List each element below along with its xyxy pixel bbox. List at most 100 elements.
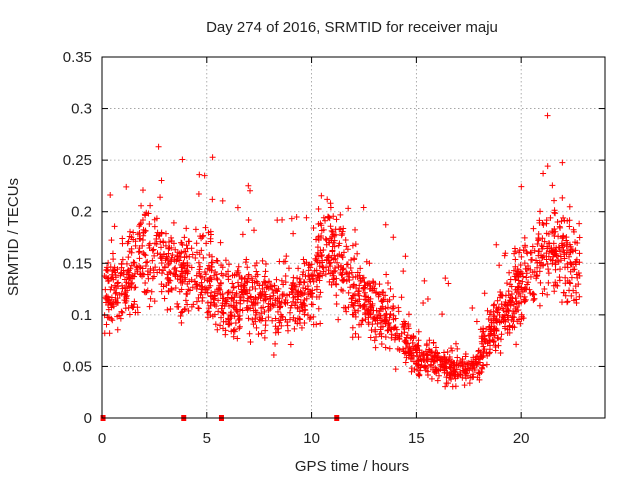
data-point (195, 305, 202, 312)
data-point (111, 264, 118, 271)
data-point (384, 327, 391, 334)
data-point (559, 234, 566, 241)
data-point (356, 282, 363, 289)
data-point (225, 273, 232, 280)
data-point (302, 307, 309, 314)
data-point (475, 348, 482, 355)
data-point (523, 248, 530, 255)
data-point (245, 272, 252, 279)
data-point (207, 274, 214, 281)
data-point (238, 282, 245, 289)
data-point (248, 298, 255, 305)
data-point (183, 253, 190, 260)
data-point (263, 284, 270, 291)
data-point (177, 276, 184, 283)
data-point (115, 279, 122, 286)
data-point (230, 283, 237, 290)
data-point (445, 280, 452, 287)
data-point (518, 253, 525, 260)
data-point (168, 286, 175, 293)
data-point (433, 366, 440, 373)
data-point (530, 225, 537, 232)
data-point (217, 322, 224, 329)
data-point (325, 214, 332, 221)
data-point (439, 311, 446, 318)
data-point (245, 216, 252, 223)
data-point (275, 317, 282, 324)
data-point (289, 285, 296, 292)
data-point (244, 304, 251, 311)
data-point (116, 312, 123, 319)
data-point (234, 204, 241, 211)
plot-frame (101, 56, 606, 419)
data-point (198, 247, 205, 254)
data-point (575, 269, 582, 276)
data-point (292, 293, 299, 300)
data-point (136, 229, 143, 236)
y-tick-label: 0.1 (71, 307, 92, 324)
data-point (363, 258, 370, 265)
data-point (555, 252, 562, 259)
data-point (361, 302, 368, 309)
data-point (294, 275, 301, 282)
data-point (219, 300, 226, 307)
data-point (110, 256, 117, 263)
data-point (517, 320, 524, 327)
data-point (266, 279, 273, 286)
data-point (414, 342, 421, 349)
data-point (443, 374, 450, 381)
data-point (484, 339, 491, 346)
data-point (138, 220, 145, 227)
data-point (165, 239, 172, 246)
data-point (202, 224, 209, 231)
data-point (125, 267, 132, 274)
data-point (421, 277, 428, 284)
data-point (212, 321, 219, 328)
data-point (109, 271, 116, 278)
data-point (273, 276, 280, 283)
data-point (309, 272, 316, 279)
data-point (201, 268, 208, 275)
data-point (134, 304, 141, 311)
data-point (117, 272, 124, 279)
data-point (515, 290, 522, 297)
data-point (566, 279, 573, 286)
data-point (522, 265, 529, 272)
data-point (236, 325, 243, 332)
data-point (373, 333, 380, 340)
data-point (333, 292, 340, 299)
data-point (310, 321, 317, 328)
data-point (308, 261, 315, 268)
data-point (505, 316, 512, 323)
data-point (523, 274, 530, 281)
data-point (392, 366, 399, 373)
data-point (382, 314, 389, 321)
data-point (252, 262, 259, 269)
data-point (545, 240, 552, 247)
data-point (262, 261, 269, 268)
data-point (427, 363, 434, 370)
data-point (336, 240, 343, 247)
data-point (408, 345, 415, 352)
data-point (396, 335, 403, 342)
data-point (340, 278, 347, 285)
data-point (349, 242, 356, 249)
data-point (258, 330, 265, 337)
data-point (172, 285, 179, 292)
data-point (471, 367, 478, 374)
data-point (108, 284, 115, 291)
data-point (296, 279, 303, 286)
data-point (538, 252, 545, 259)
data-point (428, 375, 435, 382)
data-point (146, 240, 153, 247)
data-point (353, 284, 360, 291)
data-point (313, 286, 320, 293)
data-point (227, 315, 234, 322)
data-point (147, 202, 154, 209)
data-point (167, 306, 174, 313)
data-point (121, 291, 128, 298)
data-point (122, 284, 129, 291)
data-point (119, 256, 126, 263)
data-point (322, 217, 329, 224)
data-point (235, 269, 242, 276)
